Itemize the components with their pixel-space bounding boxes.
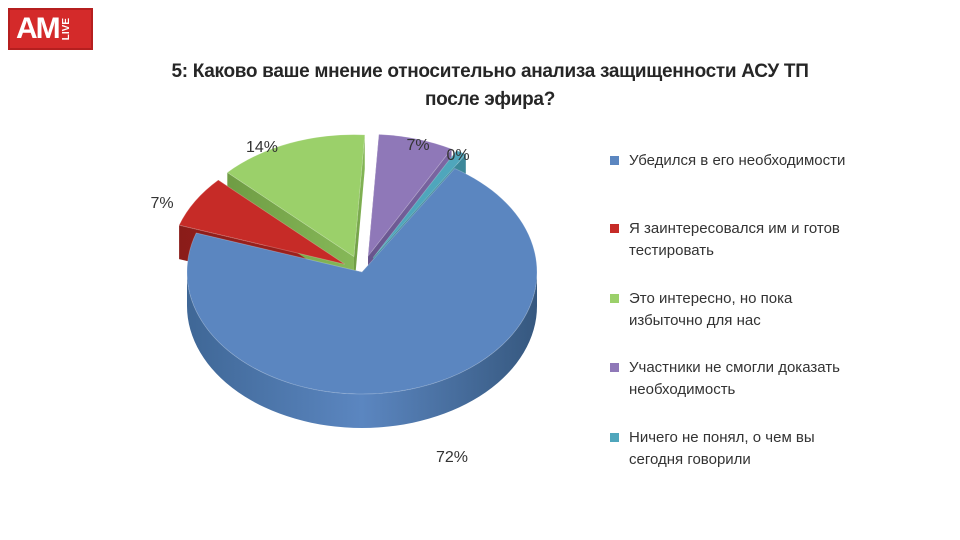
legend-item: Ничего не понял, о чем вы сегодня говори… — [610, 427, 940, 471]
pie-value-label-0: 72% — [436, 449, 468, 466]
legend-label: Я заинтересовался им и готов тестировать — [629, 220, 840, 259]
legend-label: Убедился в его необходимости — [629, 152, 846, 169]
pie-value-label-3: 7% — [406, 137, 429, 154]
pie-slice-4 — [372, 150, 467, 259]
legend-item: Это интересно, но пока избыточно для нас — [610, 288, 940, 332]
pie-value-label-2: 14% — [246, 139, 278, 156]
pie-value-label-1: 7% — [150, 195, 173, 212]
legend-item: Убедился в его необходимости — [610, 150, 940, 172]
pie-slices — [178, 133, 538, 395]
legend-swatch — [610, 156, 619, 165]
chart-title: 5: Каково ваше мнение относительно анали… — [171, 61, 809, 110]
pie-slice-2 — [226, 134, 366, 258]
legend-swatch — [610, 224, 619, 233]
pie-slice-wall-2 — [353, 134, 365, 291]
pie-value-label-4: 0% — [446, 147, 469, 164]
legend-label: Это интересно, но пока избыточно для нас — [629, 290, 793, 329]
pie-slice-3 — [367, 133, 453, 258]
legend-label: Ничего не понял, о чем вы сегодня говори… — [629, 429, 815, 468]
pie-slice-side-0 — [187, 272, 537, 428]
legend-label: Участники не смогли доказать необходимос… — [629, 359, 840, 398]
legend-swatch — [610, 363, 619, 372]
pie-slice-1 — [178, 179, 346, 265]
legend-swatch — [610, 433, 619, 442]
legend-item: Я заинтересовался им и готов тестировать — [610, 218, 940, 262]
am-live-logo: AM LIVE — [8, 8, 93, 50]
pie-slice-0 — [186, 168, 538, 395]
legend-item: Участники не смогли доказать необходимос… — [610, 357, 940, 401]
logo-text: AM — [16, 12, 61, 45]
pie-value-labels: 72% 7% 14% 7% 0% — [150, 137, 469, 466]
legend-swatch — [610, 294, 619, 303]
